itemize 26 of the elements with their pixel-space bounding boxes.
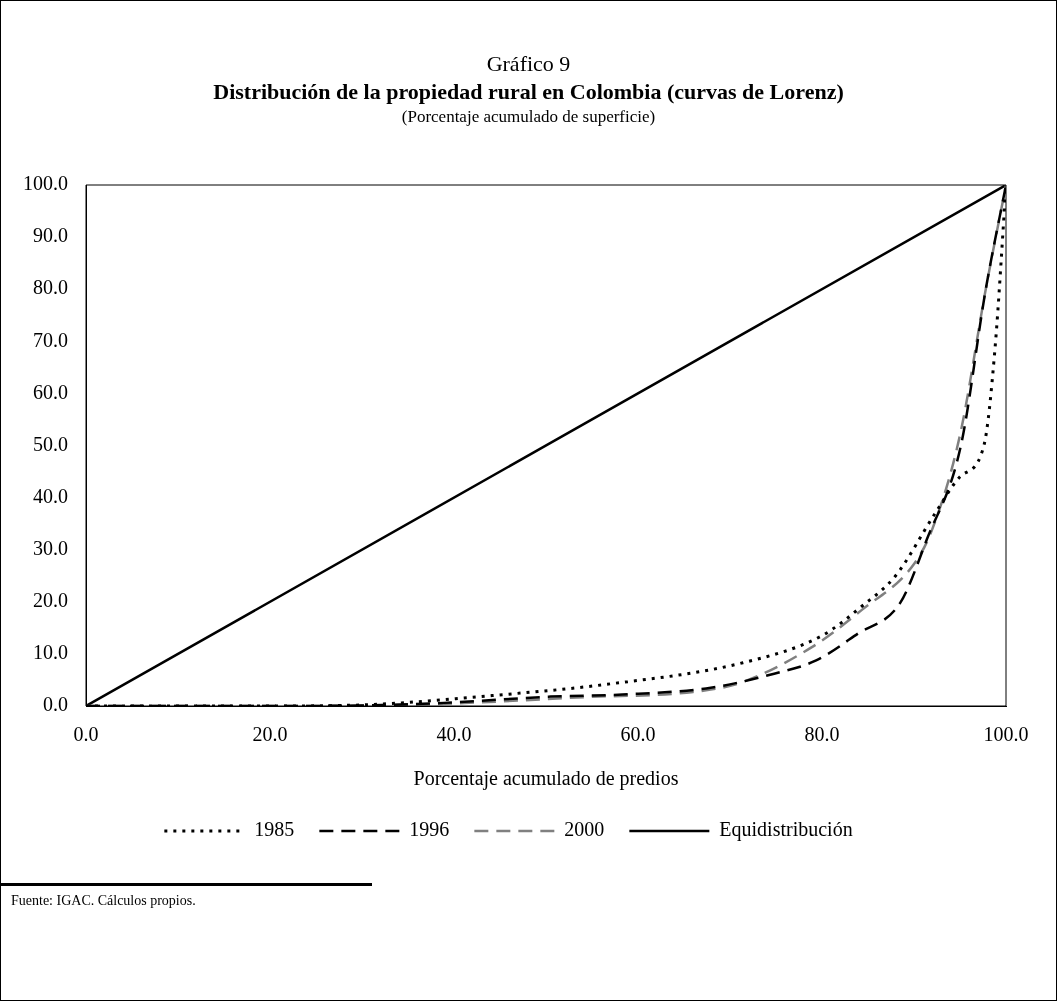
legend-label: 1996 xyxy=(409,818,450,841)
source-note: Fuente: IGAC. Cálculos propios. xyxy=(11,893,196,909)
y-tick-label: 100.0 xyxy=(23,172,68,195)
y-tick-label: 40.0 xyxy=(33,484,68,507)
y-tick-label: 10.0 xyxy=(33,641,68,664)
x-tick-label: 20.0 xyxy=(252,723,288,746)
y-tick-label: 70.0 xyxy=(33,328,68,351)
x-tick-label: 0.0 xyxy=(73,723,99,746)
y-tick-label: 90.0 xyxy=(33,224,68,247)
text: Gráfico 9 xyxy=(485,51,572,77)
legend-label: 1985 xyxy=(254,818,295,841)
x-tick-label: 100.0 xyxy=(983,723,1029,746)
x-tick-label: 40.0 xyxy=(436,723,472,746)
y-tick-label: 30.0 xyxy=(33,536,68,559)
x-tick-label: 80.0 xyxy=(804,723,840,746)
chart-subtitle: (Porcentaje acumulado de superficie) xyxy=(400,107,657,127)
y-tick-label: 60.0 xyxy=(33,380,68,403)
x-tick-label: 60.0 xyxy=(620,723,656,746)
x-axis-title: Porcentaje acumulado de predios xyxy=(413,767,679,791)
y-tick-label: 20.0 xyxy=(33,589,68,612)
legend-label: Equidistribución xyxy=(719,818,853,842)
chart-title: Distribución de la propiedad rural en Colombia (curvas de Lorenz) xyxy=(212,79,845,105)
legend-label: 2000 xyxy=(564,818,605,841)
y-tick-label: 80.0 xyxy=(33,276,68,299)
y-tick-label: 50.0 xyxy=(33,432,68,455)
y-tick-label: 0.0 xyxy=(43,693,68,716)
